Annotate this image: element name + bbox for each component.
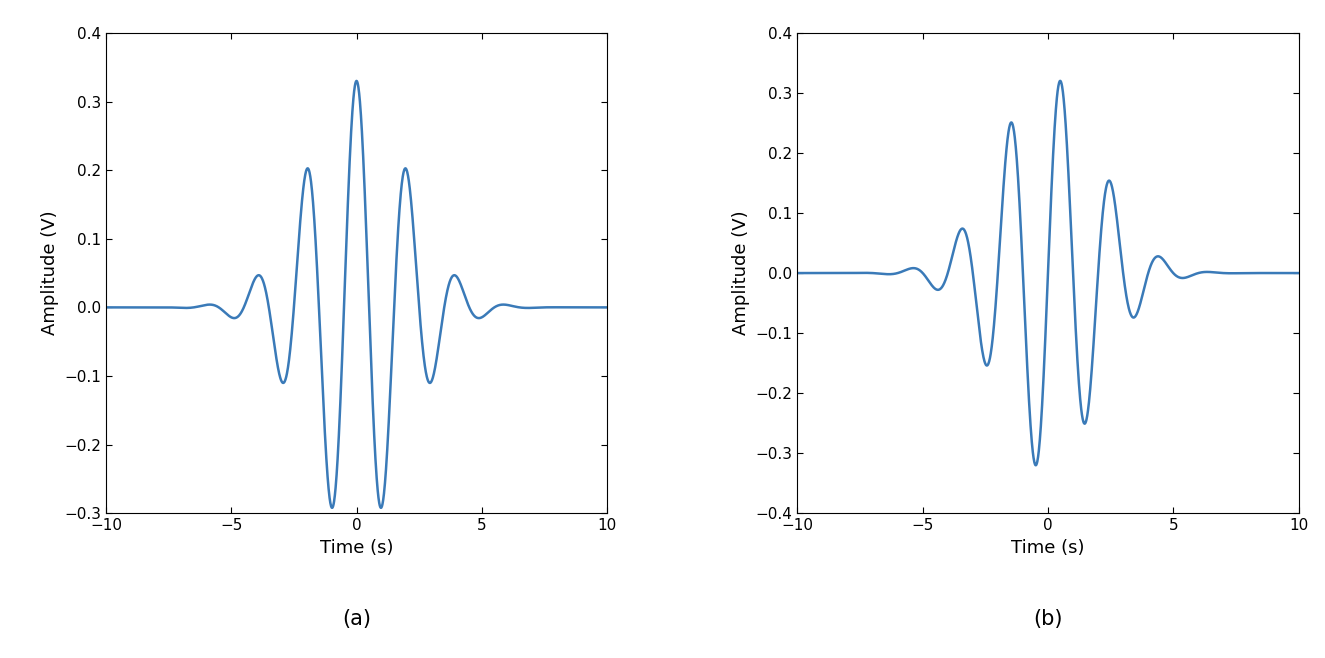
X-axis label: Time (s): Time (s): [319, 539, 394, 557]
Y-axis label: Amplitude (V): Amplitude (V): [731, 211, 750, 336]
X-axis label: Time (s): Time (s): [1011, 539, 1085, 557]
Text: (b): (b): [1034, 609, 1063, 629]
Text: (a): (a): [342, 609, 371, 629]
Y-axis label: Amplitude (V): Amplitude (V): [41, 211, 58, 336]
